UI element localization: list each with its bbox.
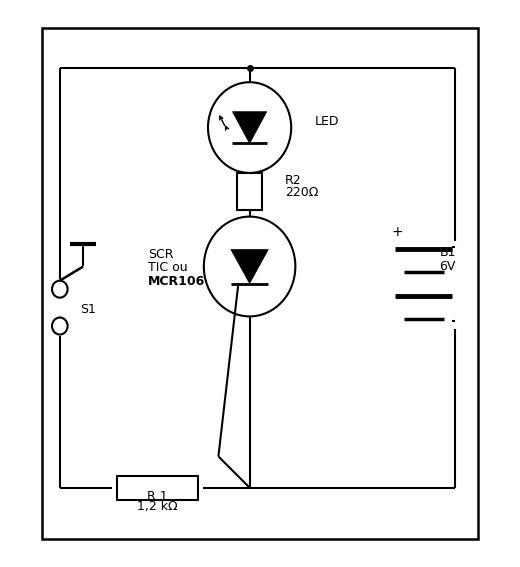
Text: SCR: SCR bbox=[148, 248, 174, 260]
Text: R 1: R 1 bbox=[147, 490, 167, 502]
Text: R2: R2 bbox=[285, 174, 302, 187]
Bar bbox=[237, 173, 262, 210]
Text: 220Ω: 220Ω bbox=[285, 187, 318, 199]
Text: B1: B1 bbox=[439, 246, 456, 259]
Text: LED: LED bbox=[315, 116, 339, 128]
Text: TIC ou: TIC ou bbox=[148, 261, 188, 274]
Polygon shape bbox=[231, 249, 268, 284]
Text: +: + bbox=[392, 225, 404, 239]
Text: S1: S1 bbox=[81, 303, 97, 315]
Text: MCR106: MCR106 bbox=[148, 275, 205, 287]
Bar bbox=[42, 28, 478, 539]
Bar bbox=[117, 476, 198, 500]
Polygon shape bbox=[232, 112, 267, 143]
Text: 6V: 6V bbox=[439, 260, 456, 273]
Text: 1,2 kΩ: 1,2 kΩ bbox=[137, 500, 177, 513]
